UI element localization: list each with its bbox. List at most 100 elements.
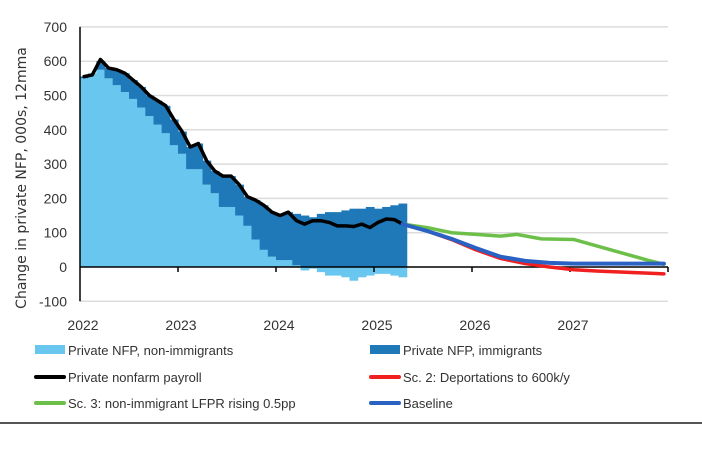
x-tick-label: 2024: [263, 317, 294, 333]
lines: [82, 57, 666, 276]
legend: Private NFP, non-immigrants Private NFP, …: [34, 343, 570, 411]
legend-item: Private NFP, non-immigrants: [35, 343, 234, 358]
bar-immigrants: [137, 86, 146, 108]
line-baseline: [400, 222, 666, 266]
bar-immigrants: [218, 176, 228, 207]
x-tick-label: 2025: [361, 317, 392, 333]
bar-immigrants: [341, 210, 351, 267]
bar-immigrants: [325, 212, 334, 267]
legend-item: Sc. 3: non-immigrant LFPR rising 0.5pp: [34, 396, 296, 411]
bar-immigrants: [259, 205, 269, 250]
bar-immigrants: [374, 208, 383, 267]
x-tick-label: 2026: [459, 317, 490, 333]
bar-non-immigrants: [210, 193, 220, 267]
y-tick-label: 200: [44, 190, 68, 206]
bar-immigrants: [382, 206, 391, 267]
bar-non-immigrants: [284, 260, 293, 267]
bar-non-immigrants: [333, 267, 342, 276]
bar-immigrants: [194, 143, 204, 170]
bar-non-immigrants: [153, 124, 163, 267]
x-tick-label: 2023: [165, 317, 196, 333]
bar-immigrants: [398, 203, 408, 267]
bar-non-immigrants: [161, 133, 171, 267]
bar-non-immigrants: [259, 249, 269, 267]
bar-immigrants: [186, 146, 195, 170]
legend-label: Sc. 2: Deportations to 600k/y: [403, 370, 570, 385]
bar-non-immigrants: [267, 256, 277, 267]
bar-immigrants: [104, 68, 114, 79]
bar-non-immigrants: [398, 267, 408, 278]
bar-immigrants: [333, 212, 342, 267]
bar-non-immigrants: [292, 265, 302, 267]
legend-label: Private nonfarm payroll: [68, 370, 202, 385]
bar-immigrants: [235, 184, 244, 216]
bar-non-immigrants: [137, 107, 146, 267]
bar-immigrants: [210, 170, 220, 194]
bar-non-immigrants: [218, 206, 228, 267]
bar-immigrants: [300, 215, 310, 267]
bar-immigrants: [308, 217, 318, 267]
bar-non-immigrants: [325, 267, 334, 276]
bar-non-immigrants: [104, 78, 114, 267]
y-tick-labels: -100 0 100 200 300 400 500 600 700: [39, 19, 67, 309]
bar-immigrants: [284, 212, 293, 261]
bar-immigrants: [365, 206, 375, 267]
legend-label: Private NFP, non-immigrants: [68, 343, 234, 358]
y-tick-label: 600: [44, 53, 68, 69]
bar-non-immigrants: [194, 169, 204, 267]
bar-immigrants: [292, 213, 302, 266]
bar-immigrants: [153, 100, 163, 125]
bar-non-immigrants: [129, 98, 138, 268]
bar-immigrants: [316, 213, 326, 267]
bar-immigrants: [129, 80, 138, 99]
bar-non-immigrants: [276, 260, 285, 267]
bar-immigrants: [120, 73, 130, 93]
legend-label: Baseline: [403, 396, 453, 411]
line-sc3: [400, 222, 666, 267]
legend-item: Private NFP, immigrants: [370, 343, 543, 358]
bar-immigrants: [227, 176, 236, 207]
bar-non-immigrants: [300, 267, 310, 271]
bottom-separator: [0, 422, 702, 424]
bar-non-immigrants: [96, 69, 106, 268]
bar-non-immigrants: [316, 267, 326, 273]
bar-immigrants: [267, 212, 277, 257]
bar-immigrants: [390, 205, 400, 267]
bar-immigrants: [178, 131, 187, 154]
bar-non-immigrants: [365, 267, 375, 276]
line-private-nonfarm-payroll: [82, 57, 405, 230]
bar-immigrants: [145, 95, 155, 117]
legend-label: Private NFP, immigrants: [403, 343, 543, 358]
bar-non-immigrants: [382, 267, 391, 274]
bars: [80, 61, 408, 281]
bar-non-immigrants: [374, 267, 383, 274]
legend-swatch: [370, 345, 400, 354]
x-tick-label: 2022: [67, 317, 98, 333]
bar-non-immigrants: [349, 267, 359, 281]
legend-swatch: [35, 345, 65, 354]
x-tick-labels: 2022 2023 2024 2025 2026 2027: [67, 317, 588, 333]
bar-immigrants: [112, 69, 122, 86]
y-tick-label: 100: [44, 225, 68, 241]
bar-non-immigrants: [80, 78, 89, 267]
bar-non-immigrants: [186, 169, 195, 267]
bar-non-immigrants: [169, 145, 179, 267]
bar-immigrants: [251, 200, 261, 240]
bar-non-immigrants: [251, 239, 261, 267]
bar-non-immigrants: [390, 267, 400, 276]
legend-item: Baseline: [369, 396, 453, 411]
y-tick-label: 700: [44, 19, 68, 35]
bar-non-immigrants: [145, 116, 155, 267]
y-tick-label: -100: [39, 293, 67, 309]
y-tick-label: 400: [44, 122, 68, 138]
legend-label: Sc. 3: non-immigrant LFPR rising 0.5pp: [68, 396, 296, 411]
y-axis-label: Change in private NFP, 000s, 12mma: [14, 47, 30, 309]
bar-immigrants: [276, 215, 285, 261]
legend-item: Sc. 2: Deportations to 600k/y: [369, 370, 570, 385]
bar-immigrants: [169, 119, 179, 146]
bar-immigrants: [96, 61, 106, 70]
bar-immigrants: [202, 160, 212, 185]
y-tick-label: 0: [59, 259, 67, 275]
bar-immigrants: [243, 196, 253, 226]
